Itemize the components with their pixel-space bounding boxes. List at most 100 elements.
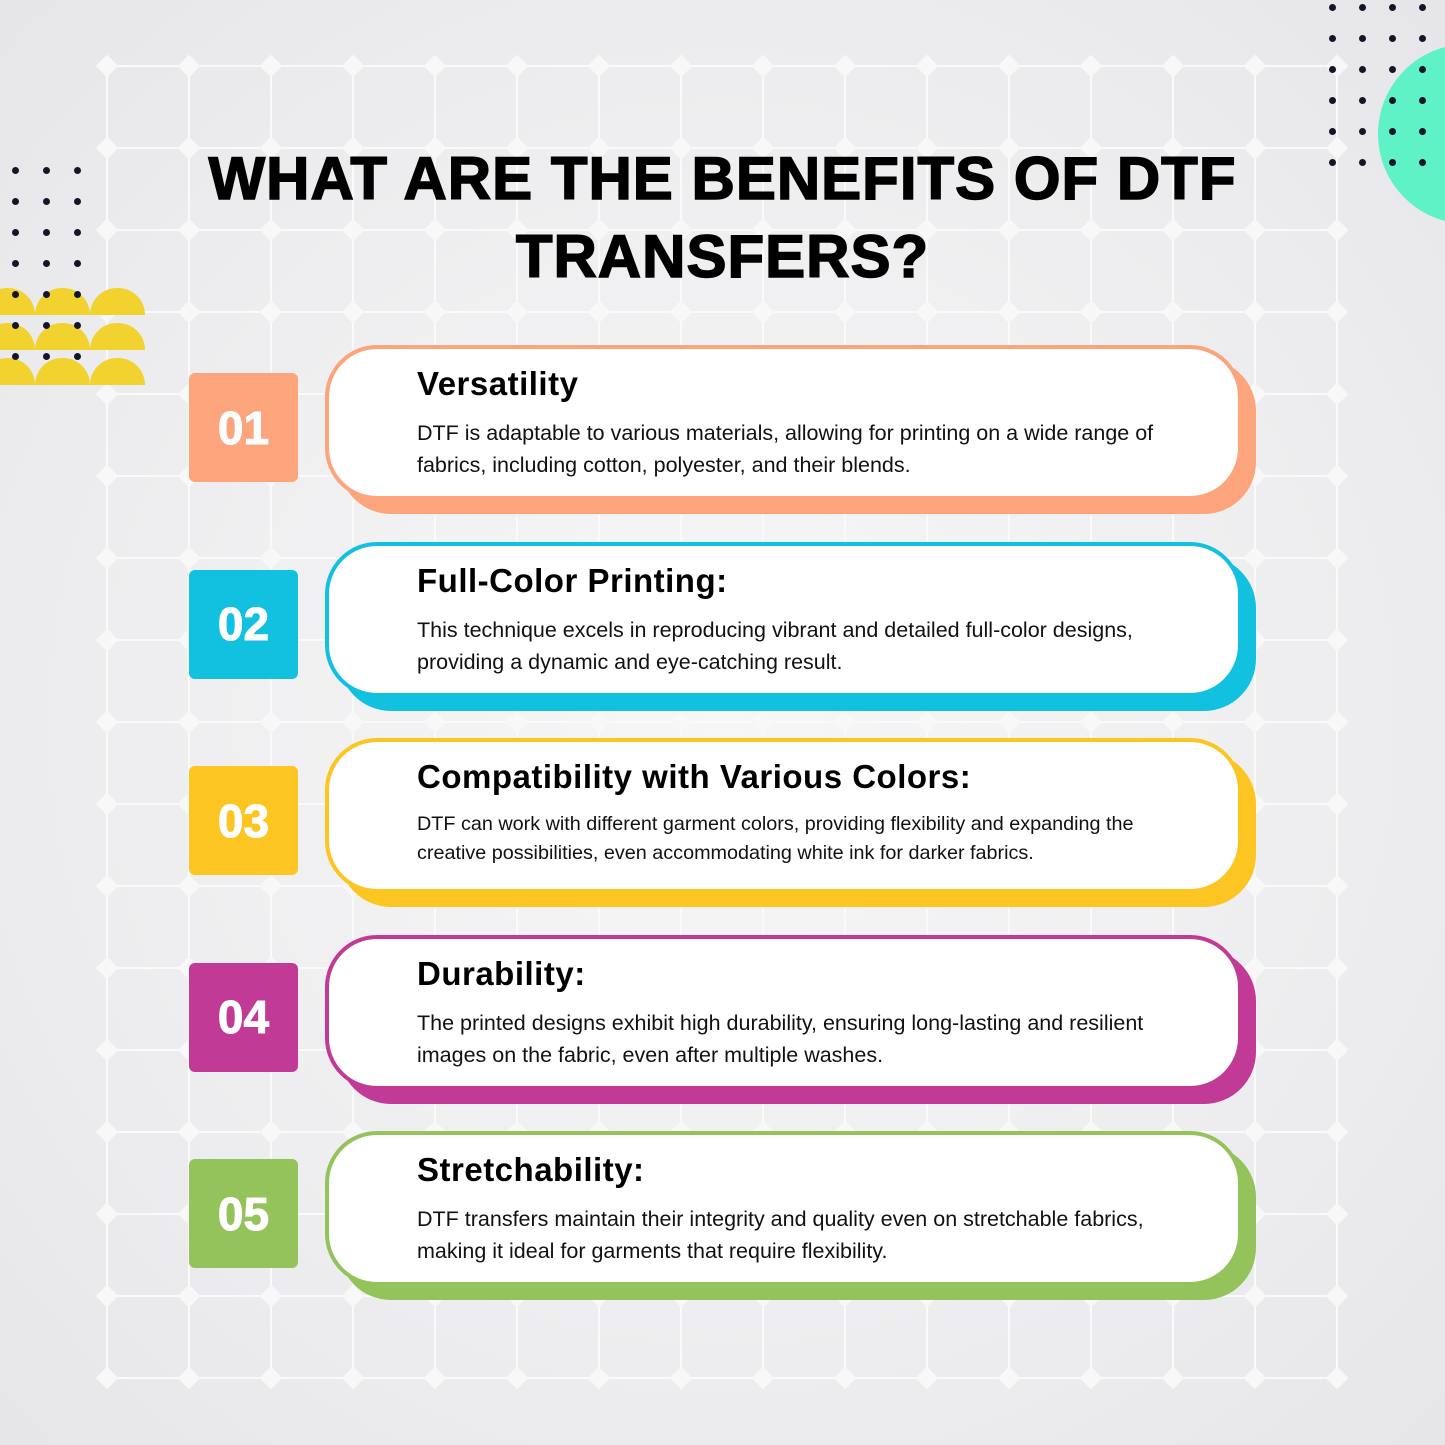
grid-diamond bbox=[1325, 874, 1349, 898]
grid-diamond bbox=[95, 1038, 119, 1062]
grid-diamond bbox=[669, 54, 693, 78]
benefit-description: DTF is adaptable to various materials, a… bbox=[417, 421, 1154, 477]
semicircle-shape bbox=[0, 358, 35, 385]
grid-diamond bbox=[95, 628, 119, 652]
grid-diamond bbox=[833, 710, 857, 734]
dot bbox=[12, 229, 19, 236]
benefit-heading: Full-Color Printing: bbox=[417, 561, 728, 599]
grid-diamond bbox=[669, 1366, 693, 1390]
benefit-heading: Compatibility with Various Colors: bbox=[417, 758, 972, 795]
dot bbox=[12, 198, 19, 205]
benefit-card: Versatility DTF is adaptable to various … bbox=[325, 345, 1242, 500]
grid-diamond bbox=[1325, 792, 1349, 816]
grid-diamond bbox=[751, 1366, 775, 1390]
dot bbox=[1419, 66, 1426, 73]
grid-diamond bbox=[95, 792, 119, 816]
dot bbox=[43, 229, 50, 236]
grid-diamond bbox=[1325, 464, 1349, 488]
grid-diamond bbox=[1325, 1366, 1349, 1390]
dot bbox=[1359, 159, 1366, 166]
grid-diamond bbox=[1243, 710, 1267, 734]
dot bbox=[1419, 97, 1426, 104]
dot bbox=[1389, 66, 1396, 73]
benefit-number-badge: 01 bbox=[189, 373, 298, 482]
grid-diamond bbox=[1243, 1284, 1267, 1308]
dot bbox=[1359, 97, 1366, 104]
teal-circle-decoration bbox=[1378, 47, 1445, 221]
dot bbox=[1329, 66, 1336, 73]
dot bbox=[1389, 35, 1396, 42]
grid-diamond bbox=[505, 300, 529, 324]
grid-diamond bbox=[341, 300, 365, 324]
grid-diamond bbox=[1325, 546, 1349, 570]
grid-diamond bbox=[915, 54, 939, 78]
grid-diamond bbox=[587, 710, 611, 734]
dot bbox=[1359, 66, 1366, 73]
grid-diamond bbox=[423, 1366, 447, 1390]
grid-diamond bbox=[751, 710, 775, 734]
grid-diamond bbox=[1325, 1038, 1349, 1062]
grid-diamond bbox=[1161, 710, 1185, 734]
grid-diamond bbox=[259, 546, 283, 570]
grid-diamond bbox=[915, 710, 939, 734]
benefit-heading: Stretchability: bbox=[417, 1151, 645, 1188]
grid-diamond bbox=[259, 874, 283, 898]
benefit-description: DTF can work with different garment colo… bbox=[417, 813, 1134, 864]
dot bbox=[1419, 4, 1426, 11]
grid-diamond bbox=[259, 1284, 283, 1308]
dot bbox=[1419, 128, 1426, 135]
grid-diamond bbox=[669, 710, 693, 734]
grid-diamond bbox=[1325, 1284, 1349, 1308]
grid-diamond bbox=[1079, 54, 1103, 78]
benefit-card: Full-Color Printing: This technique exce… bbox=[325, 541, 1242, 697]
benefit-heading: Versatility bbox=[417, 365, 579, 402]
grid-diamond bbox=[1243, 546, 1267, 570]
grid-diamond bbox=[95, 382, 119, 406]
grid-diamond bbox=[1325, 710, 1349, 734]
benefit-card: Durability: The printed designs exhibit … bbox=[325, 934, 1242, 1090]
grid-diamond bbox=[1325, 628, 1349, 652]
dot bbox=[1329, 35, 1336, 42]
semicircle-shape bbox=[90, 323, 145, 350]
dot bbox=[12, 167, 19, 174]
grid-diamond bbox=[1243, 54, 1267, 78]
grid-diamond bbox=[1325, 956, 1349, 980]
benefit-card: Compatibility with Various Colors: DTF c… bbox=[325, 738, 1242, 893]
grid-diamond bbox=[1325, 382, 1349, 406]
grid-diamond bbox=[751, 300, 775, 324]
dot bbox=[12, 260, 19, 267]
semicircle-shape bbox=[90, 358, 145, 385]
grid-diamond bbox=[95, 1120, 119, 1144]
page-title: WHAT ARE THE BENEFITS OF DTF TRANSFERS? bbox=[208, 144, 1237, 291]
dot bbox=[12, 353, 19, 360]
dot bbox=[43, 353, 50, 360]
grid-diamond bbox=[833, 54, 857, 78]
dot bbox=[74, 322, 81, 329]
grid-diamond bbox=[95, 218, 119, 242]
grid-diamond bbox=[95, 464, 119, 488]
grid-diamond bbox=[95, 546, 119, 570]
grid-diamond bbox=[1079, 1366, 1103, 1390]
dot bbox=[43, 167, 50, 174]
grid-diamond bbox=[259, 1366, 283, 1390]
grid-diamond bbox=[1243, 1366, 1267, 1390]
grid-diamond bbox=[997, 710, 1021, 734]
dot bbox=[1389, 4, 1396, 11]
grid-diamond bbox=[259, 1120, 283, 1144]
grid-diamond bbox=[177, 1284, 201, 1308]
grid-diamond bbox=[341, 710, 365, 734]
dot bbox=[74, 167, 81, 174]
grid-diamond bbox=[1325, 1202, 1349, 1226]
benefit-card: Stretchability: DTF transfers maintain t… bbox=[325, 1131, 1242, 1286]
dot bbox=[43, 260, 50, 267]
grid-diamond bbox=[95, 54, 119, 78]
grid-diamond bbox=[95, 1202, 119, 1226]
grid-diamond bbox=[177, 874, 201, 898]
benefit-number-badge: 05 bbox=[189, 1159, 298, 1268]
grid-diamond bbox=[751, 54, 775, 78]
dot bbox=[1419, 159, 1426, 166]
grid-diamond bbox=[915, 300, 939, 324]
grid-diamond bbox=[177, 546, 201, 570]
grid-diamond bbox=[505, 1366, 529, 1390]
benefit-description: This technique excels in reproducing vib… bbox=[417, 617, 1133, 674]
